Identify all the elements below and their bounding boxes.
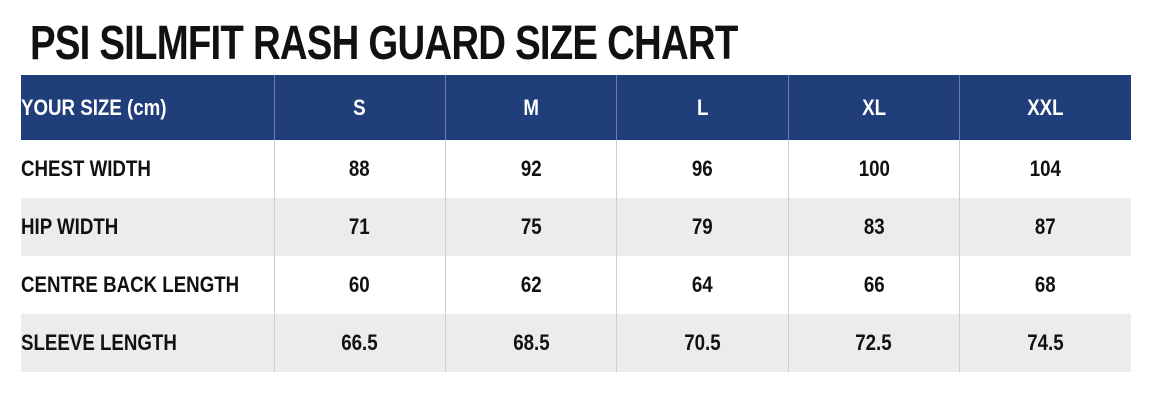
table-row-hip-width: HIP WIDTH 71 75 79 83 87 [21,198,1131,256]
row-label-cell: CENTRE BACK LENGTH [21,256,274,314]
cell-value: 74.5 [1027,330,1064,355]
row-label: SLEEVE LENGTH [21,330,177,355]
table-cell: 79 [616,198,789,256]
header-size-cell-xl: XL [787,75,960,140]
row-label-cell: HIP WIDTH [21,198,274,256]
row-label: CHEST WIDTH [21,156,151,181]
size-label-xxl: XXL [1027,94,1064,120]
cell-value: 66.5 [341,330,378,355]
table-cell: 92 [444,140,617,198]
size-label-l: L [696,94,709,120]
size-label-xl: XL [861,94,886,120]
cell-value: 60 [349,272,371,297]
cell-value: 75 [520,214,542,239]
cell-value: 68.5 [512,330,550,355]
table-cell: 83 [787,198,960,256]
cell-value: 62 [520,272,542,297]
table-cell: 72.5 [787,314,960,372]
table-row-chest-width: CHEST WIDTH 88 92 96 100 104 [21,140,1131,198]
table-cell: 75 [444,198,617,256]
table-row-sleeve-length: SLEEVE LENGTH 66.5 68.5 70.5 72.5 74.5 [21,314,1131,372]
cell-value: 96 [692,156,713,181]
size-label-m: M [523,94,539,120]
table-cell: 66 [787,256,960,314]
cell-value: 70.5 [684,330,721,355]
size-chart-table: YOUR SIZE (cm) S M L XL XXL CHEST WIDTH … [21,75,1131,372]
cell-value: 92 [520,156,542,181]
table-cell: 64 [616,256,789,314]
cell-value: 68 [1035,272,1056,297]
row-label: CENTRE BACK LENGTH [21,272,240,297]
table-cell: 104 [959,140,1131,198]
table-cell: 66.5 [273,314,446,372]
table-cell: 87 [959,198,1131,256]
cell-value: 79 [692,214,713,239]
row-label-cell: CHEST WIDTH [21,140,274,198]
table-header-row: YOUR SIZE (cm) S M L XL XXL [21,75,1131,140]
cell-value: 88 [349,156,371,181]
cell-value: 71 [349,214,371,239]
header-size-cell-l: L [616,75,789,140]
cell-value: 83 [863,214,885,239]
header-size-cell-xxl: XXL [959,75,1131,140]
table-cell: 70.5 [616,314,789,372]
table-row-centre-back-length: CENTRE BACK LENGTH 60 62 64 66 68 [21,256,1131,314]
cell-value: 100 [858,156,890,181]
header-label-cell: YOUR SIZE (cm) [21,75,274,140]
table-cell: 60 [273,256,446,314]
size-label-s: S [353,94,366,120]
table-cell: 100 [787,140,960,198]
table-cell: 62 [444,256,617,314]
cell-value: 66 [863,272,885,297]
header-label: YOUR SIZE (cm) [21,94,167,120]
cell-value: 104 [1029,156,1062,181]
table-cell: 68.5 [444,314,617,372]
header-size-cell-s: S [273,75,446,140]
table-cell: 71 [273,198,446,256]
row-label-cell: SLEEVE LENGTH [21,314,274,372]
cell-value: 87 [1035,214,1056,239]
table-cell: 88 [273,140,446,198]
cell-value: 72.5 [855,330,893,355]
page-title: PSI SILMFIT RASH GUARD SIZE CHART [30,17,738,70]
table-cell: 96 [616,140,789,198]
row-label: HIP WIDTH [21,214,119,239]
table-cell: 68 [959,256,1131,314]
header-size-cell-m: M [444,75,617,140]
cell-value: 64 [692,272,713,297]
table-cell: 74.5 [959,314,1131,372]
